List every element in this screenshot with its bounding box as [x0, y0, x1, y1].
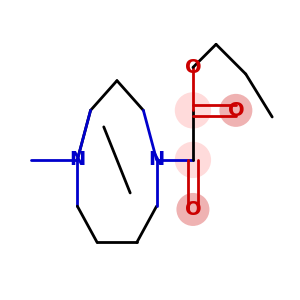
- Text: N: N: [69, 150, 85, 170]
- Circle shape: [175, 92, 211, 128]
- Circle shape: [219, 94, 252, 127]
- Circle shape: [175, 142, 211, 178]
- Text: O: O: [228, 101, 244, 120]
- Text: O: O: [184, 58, 201, 77]
- Circle shape: [176, 193, 209, 226]
- Text: O: O: [184, 200, 201, 219]
- Text: N: N: [148, 150, 165, 170]
